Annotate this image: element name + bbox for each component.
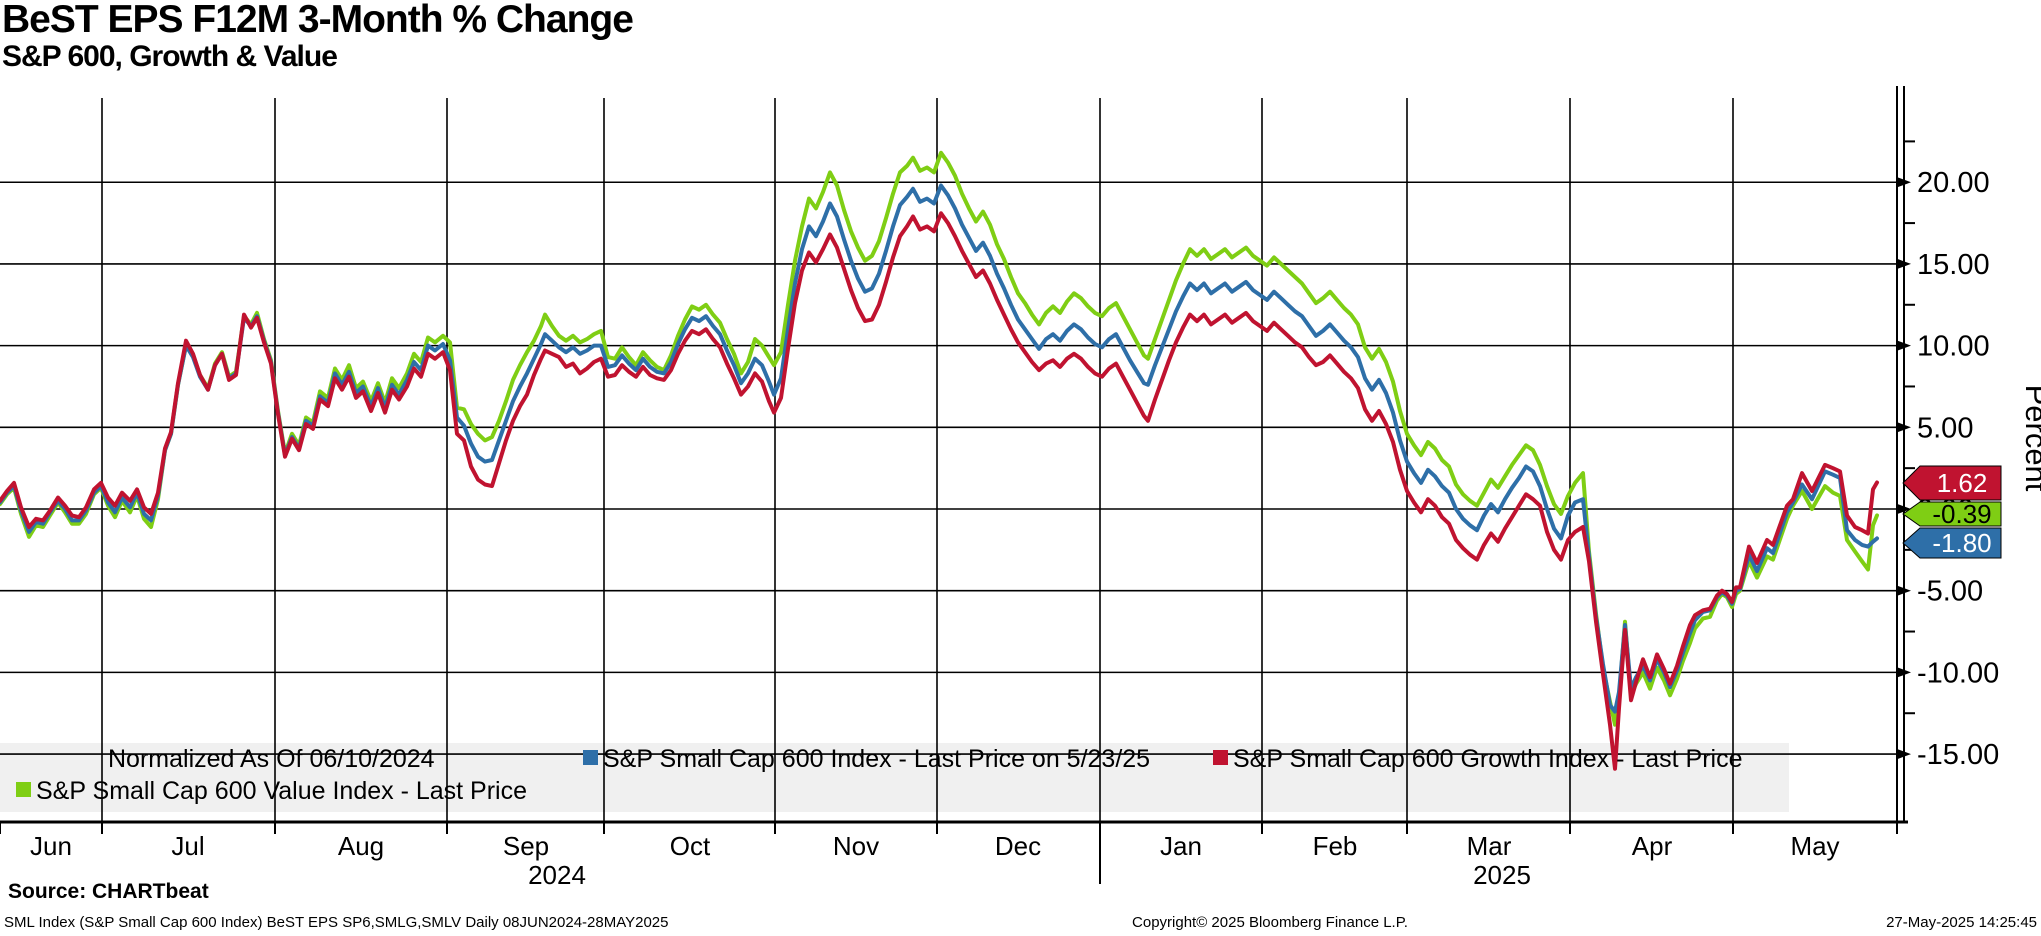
- month-label: Jun: [30, 831, 72, 861]
- y-tick-label: 20.00: [1917, 167, 1990, 199]
- y-tick-label: 5.00: [1917, 412, 1973, 444]
- month-label: Sep: [503, 831, 549, 861]
- y-tick-label: 10.00: [1917, 331, 1990, 363]
- legend-item-label: S&P Small Cap 600 Value Index - Last Pri…: [36, 777, 527, 805]
- last-price-tag: [1902, 527, 2002, 559]
- page-subtitle: S&P 600, Growth & Value: [2, 40, 338, 73]
- month-label: May: [1790, 831, 1839, 861]
- year-label: 2025: [1473, 860, 1531, 890]
- month-label: Jan: [1160, 831, 1202, 861]
- legend-item-label: S&P Small Cap 600 Index - Last Price on …: [603, 745, 1150, 773]
- footer-timestamp: 27-May-2025 14:25:45: [1886, 914, 2037, 931]
- y-axis-title: Percent: [2019, 385, 2041, 492]
- y-tick-label: -5.00: [1917, 576, 1983, 608]
- year-label: 2024: [528, 860, 586, 890]
- series-line: [0, 211, 1879, 771]
- y-tick-label: -15.00: [1917, 739, 1999, 771]
- legend-swatch-icon: [16, 782, 31, 797]
- legend-item-label: Normalized As Of 06/10/2024: [108, 745, 435, 773]
- last-price-tag: [1902, 501, 2002, 527]
- legend-item-label: S&P Small Cap 600 Growth Index - Last Pr…: [1233, 745, 1743, 773]
- month-label: Nov: [833, 831, 879, 861]
- legend-swatch-icon: [583, 750, 598, 765]
- legend-swatch-icon: [1213, 750, 1228, 765]
- y-tick-label: 15.00: [1917, 249, 1990, 281]
- y-tick-label: -10.00: [1917, 657, 1999, 689]
- last-price-tag-label: 1.62: [1937, 468, 1988, 498]
- month-label: Feb: [1313, 831, 1358, 861]
- footer-copyright: Copyright© 2025 Bloomberg Finance L.P.: [1132, 914, 1408, 931]
- footer-ticker-info: SML Index (S&P Small Cap 600 Index) BeST…: [4, 914, 669, 931]
- source-label: Source: CHARTbeat: [8, 880, 209, 903]
- month-label: Jul: [171, 831, 204, 861]
- last-price-tag: [1902, 465, 2002, 501]
- month-label: Mar: [1467, 831, 1512, 861]
- last-price-tag-label: -0.39: [1932, 499, 1991, 529]
- last-price-tag-label: -1.80: [1932, 528, 1991, 558]
- month-label: Apr: [1632, 831, 1673, 861]
- month-label: Oct: [670, 831, 711, 861]
- month-label: Dec: [995, 831, 1041, 861]
- month-label: Aug: [338, 831, 384, 861]
- page-title: BeST EPS F12M 3-Month % Change: [2, 0, 634, 41]
